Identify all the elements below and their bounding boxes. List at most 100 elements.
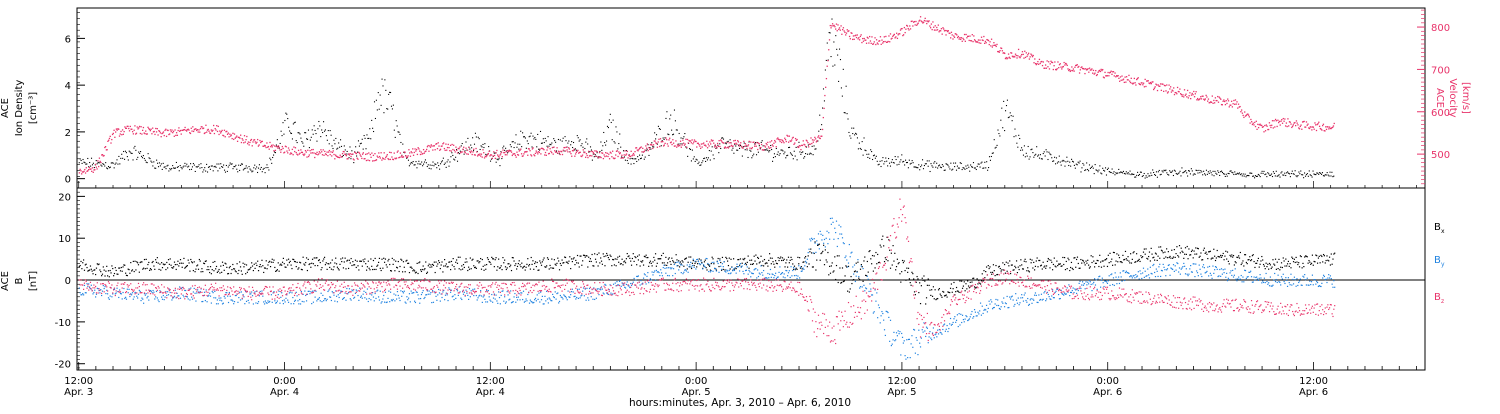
b-point-bx	[1321, 256, 1322, 257]
b-point-bx	[805, 256, 806, 257]
velocity-point	[1195, 91, 1196, 92]
density-point	[965, 165, 966, 166]
b-point-bx	[550, 267, 551, 268]
velocity-point	[770, 147, 771, 148]
velocity-point	[624, 150, 625, 151]
b-point-bx	[239, 261, 240, 262]
density-tick-label: 0	[65, 175, 71, 186]
b-point-bx	[838, 282, 839, 283]
density-point	[870, 149, 871, 150]
density-point	[252, 171, 253, 172]
velocity-point	[1033, 62, 1034, 63]
velocity-point	[1270, 125, 1271, 126]
density-point	[770, 145, 771, 146]
velocity-point	[1016, 55, 1017, 56]
density-point	[874, 155, 875, 156]
b-point-bx	[877, 254, 878, 255]
velocity-point	[1019, 57, 1020, 58]
density-point	[191, 169, 192, 170]
b-point-bx	[458, 257, 459, 258]
b-point-by	[116, 288, 117, 289]
density-point	[667, 134, 668, 135]
velocity-point	[1081, 66, 1082, 67]
velocity-point	[760, 147, 761, 148]
velocity-point	[527, 155, 528, 156]
b-point-by	[267, 303, 268, 304]
velocity-point	[262, 141, 263, 142]
velocity-point	[615, 154, 616, 155]
velocity-point	[726, 142, 727, 143]
density-point	[964, 169, 965, 170]
velocity-point	[377, 157, 378, 158]
density-point	[235, 165, 236, 166]
velocity-point	[798, 147, 799, 148]
velocity-point	[444, 148, 445, 149]
b-point-bx	[218, 269, 219, 270]
velocity-point	[113, 133, 114, 134]
velocity-point	[259, 140, 260, 141]
b-point-bx	[177, 261, 178, 262]
density-point	[1131, 173, 1132, 174]
density-point	[1262, 171, 1263, 172]
b-point-bx	[984, 277, 985, 278]
b-point-bx	[420, 269, 421, 270]
b-point-bx	[886, 259, 887, 260]
b-point-bx	[502, 257, 503, 258]
density-point	[1044, 151, 1045, 152]
density-point	[530, 136, 531, 137]
density-point	[567, 143, 568, 144]
b-point-by	[362, 298, 363, 299]
b-point-bx	[423, 269, 424, 270]
density-point	[631, 164, 632, 165]
b-point-bx	[1165, 256, 1166, 257]
b-point-bx	[995, 265, 996, 266]
b-point-bx	[247, 272, 248, 273]
density-point	[330, 130, 331, 131]
b-point-bx	[872, 255, 873, 256]
velocity-point	[823, 108, 824, 109]
b-point-bx	[1041, 265, 1042, 266]
b-point-bx	[1018, 267, 1019, 268]
b-point-bx	[348, 268, 349, 269]
b-point-by	[260, 291, 261, 292]
b-point-bx	[822, 251, 823, 252]
velocity-point	[863, 41, 864, 42]
density-point	[1275, 175, 1276, 176]
velocity-point	[1171, 91, 1172, 92]
b-point-bx	[921, 285, 922, 286]
density-point	[281, 131, 282, 132]
density-point	[883, 163, 884, 164]
density-point	[936, 163, 937, 164]
density-point	[531, 133, 532, 134]
density-point	[958, 168, 959, 169]
velocity-point	[905, 29, 906, 30]
velocity-point	[683, 143, 684, 144]
density-point	[164, 167, 165, 168]
b-point-bx	[531, 264, 532, 265]
b-point-by	[255, 302, 256, 303]
velocity-point	[1266, 126, 1267, 127]
density-point	[641, 158, 642, 159]
velocity-point	[607, 153, 608, 154]
b-point-bx	[1200, 252, 1201, 253]
density-point	[591, 149, 592, 150]
density-point	[702, 160, 703, 161]
density-point	[915, 167, 916, 168]
velocity-point	[1224, 101, 1225, 102]
b-point-bx	[413, 269, 414, 270]
b-point-by	[305, 295, 306, 296]
b-point-bx	[572, 261, 573, 262]
velocity-point	[241, 142, 242, 143]
velocity-point	[847, 29, 848, 30]
velocity-point	[478, 155, 479, 156]
velocity-point	[333, 154, 334, 155]
density-point	[1104, 170, 1105, 171]
b-point-bx	[712, 258, 713, 259]
b-point-bx	[545, 267, 546, 268]
velocity-point	[888, 35, 889, 36]
velocity-point	[620, 158, 621, 159]
b-point-by	[218, 298, 219, 299]
b-point-bx	[165, 269, 166, 270]
b-point-by	[219, 300, 220, 301]
density-point	[303, 146, 304, 147]
